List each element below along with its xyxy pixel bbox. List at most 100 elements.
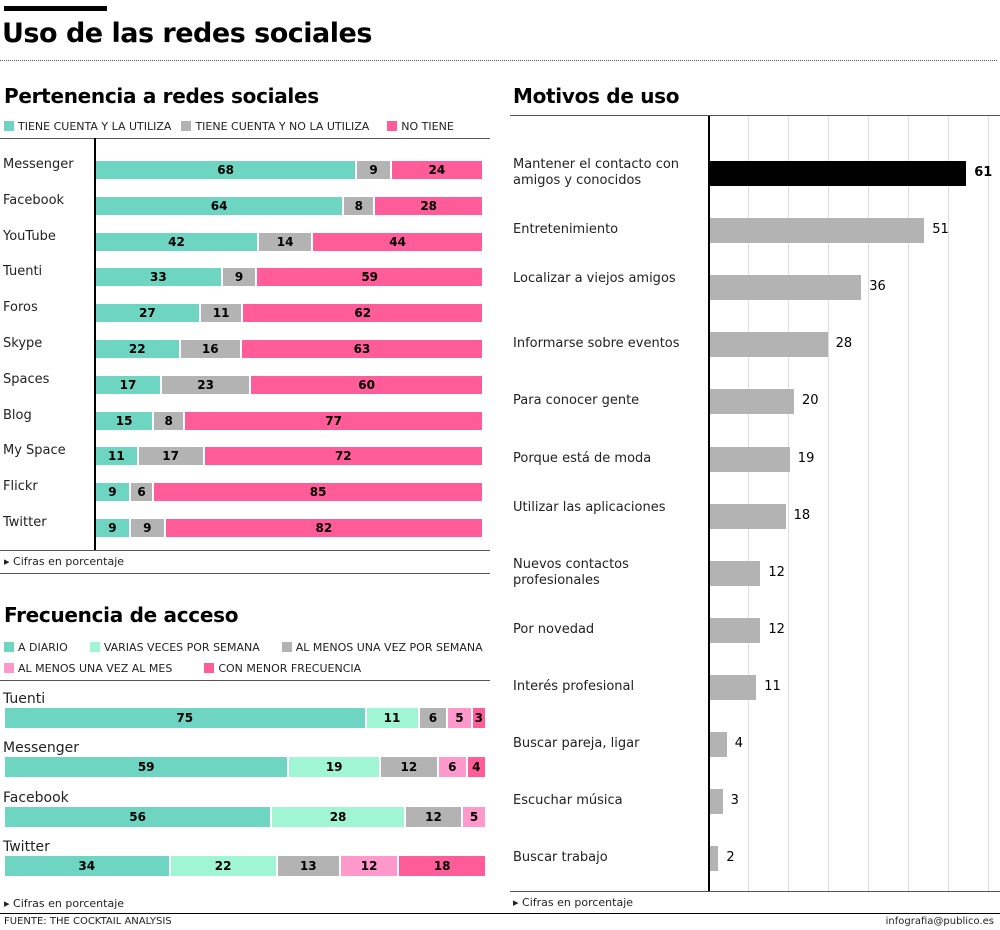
category-label: Buscar pareja, ligar xyxy=(513,736,640,751)
category-label: Utilizar las aplicaciones xyxy=(513,499,666,515)
category-label: Messenger xyxy=(3,157,74,172)
bar-segment: 27 xyxy=(96,304,201,323)
category-label: Por novedad xyxy=(513,621,595,637)
data-label: 51 xyxy=(932,222,949,238)
bar xyxy=(710,617,761,643)
legend-label: TIENE CUENTA Y NO LA UTILIZA xyxy=(195,120,370,133)
chart1-axis xyxy=(94,138,96,550)
category-label: YouTube xyxy=(3,228,56,244)
chart2-title: Frecuencia de acceso xyxy=(4,603,239,627)
bar-segment: 4 xyxy=(467,757,487,778)
bar xyxy=(710,332,828,358)
category-label: Foros xyxy=(3,300,38,316)
source: FUENTE: THE COCKTAIL ANALYSIS xyxy=(4,916,172,927)
bar-segment: 75 xyxy=(5,708,367,728)
data-label: 18 xyxy=(793,507,811,523)
bar-segment: 9 xyxy=(222,268,258,287)
chart1-note: ▸ Cifras en porcentaje xyxy=(4,555,125,568)
divider xyxy=(0,573,490,574)
bar-segment: 68 xyxy=(96,161,358,179)
legend-item: AL MENOS UNA VEZ AL MES xyxy=(4,662,172,675)
bar xyxy=(710,674,757,700)
bar-segment: 12 xyxy=(380,757,439,778)
category-label: Skype xyxy=(3,336,43,351)
data-label: 20 xyxy=(802,393,819,409)
bar-segment: 72 xyxy=(204,447,484,466)
legend-swatch xyxy=(4,121,14,131)
legend-item: VARIAS VECES POR SEMANA xyxy=(89,641,260,654)
category-label: Twitter xyxy=(3,515,47,530)
legend-swatch xyxy=(204,663,215,673)
bar-segment: 77 xyxy=(185,411,484,430)
title-bar-decoration xyxy=(4,6,107,11)
bar-segment: 23 xyxy=(161,375,252,394)
category-label: Flickr xyxy=(3,479,38,495)
legend-label: TIENE CUENTA Y LA UTILIZA xyxy=(18,120,172,133)
bar-segment: 9 xyxy=(96,483,131,502)
bar-segment: 33 xyxy=(96,268,223,287)
bar-segment: 6 xyxy=(438,757,468,778)
bar xyxy=(710,789,723,815)
bar-segment: 9 xyxy=(357,161,392,179)
gridline xyxy=(908,116,909,891)
bar-segment: 63 xyxy=(241,340,484,358)
bar-segment: 59 xyxy=(257,268,484,287)
gridline xyxy=(748,116,749,891)
bar-segment: 22 xyxy=(170,855,278,876)
bar-segment: 42 xyxy=(96,232,259,251)
bar-segment: 15 xyxy=(96,411,155,430)
data-label: 3 xyxy=(730,793,739,809)
legend-swatch xyxy=(4,663,14,673)
bar-segment: 12 xyxy=(340,855,400,876)
bar-segment: 16 xyxy=(180,340,242,358)
category-label: Blog xyxy=(3,407,32,423)
legend-item: AL MENOS UNA VEZ POR SEMANA xyxy=(281,641,483,654)
category-label: Porque está de moda xyxy=(513,450,652,466)
chart3-axis xyxy=(708,116,710,891)
bar-segment: 28 xyxy=(375,196,484,215)
bar xyxy=(710,446,790,472)
divider xyxy=(0,680,490,681)
bar xyxy=(710,389,794,415)
bar-segment: 22 xyxy=(96,340,181,358)
bar-segment: 8 xyxy=(344,196,376,215)
gridline xyxy=(788,116,789,891)
data-label: 2 xyxy=(726,850,735,866)
legend-item: TIENE CUENTA Y NO LA UTILIZA xyxy=(181,120,369,133)
bar-segment: 6 xyxy=(130,483,155,502)
legend-item: TIENE CUENTA Y LA UTILIZA xyxy=(4,120,171,133)
credit: infografia@publico.es xyxy=(885,916,994,927)
bar-segment: 34 xyxy=(5,855,171,876)
legend-label: AL MENOS UNA VEZ AL MES xyxy=(18,662,173,675)
data-label: 4 xyxy=(734,736,744,751)
bar-segment: 59 xyxy=(5,757,290,778)
legend-swatch xyxy=(4,642,14,652)
bar-segment: 82 xyxy=(165,519,484,537)
category-label: Tuenti xyxy=(3,691,46,707)
legend-label: CON MENOR FRECUENCIA xyxy=(218,662,362,675)
bar-segment: 8 xyxy=(154,411,186,430)
category-label: Para conocer gente xyxy=(513,393,640,409)
bar-segment: 11 xyxy=(96,447,139,466)
chart3-title: Motivos de uso xyxy=(513,84,680,108)
category-label: Interés profesional xyxy=(513,678,635,694)
bar-segment: 44 xyxy=(313,232,484,251)
page-title: Uso de las redes sociales xyxy=(2,18,372,49)
bar-segment: 14 xyxy=(258,232,314,251)
legend-swatch xyxy=(281,642,292,652)
category-label: Facebook xyxy=(3,192,65,208)
bar-segment: 17 xyxy=(96,375,162,394)
bar xyxy=(710,218,925,244)
legend-item: CON MENOR FRECUENCIA xyxy=(204,662,361,675)
legend-item: NO TIENE xyxy=(387,120,454,133)
divider xyxy=(510,891,1000,892)
bar-segment: 17 xyxy=(138,447,205,466)
chart3-note: ▸ Cifras en porcentaje xyxy=(513,896,634,909)
legend-item: A DIARIO xyxy=(4,641,68,654)
bar xyxy=(710,846,719,872)
gridline xyxy=(948,116,949,891)
category-label: Nuevos contactos profesionales xyxy=(513,556,629,588)
bar-segment: 9 xyxy=(96,519,131,537)
legend-swatch xyxy=(387,121,398,131)
data-label: 12 xyxy=(768,564,785,580)
